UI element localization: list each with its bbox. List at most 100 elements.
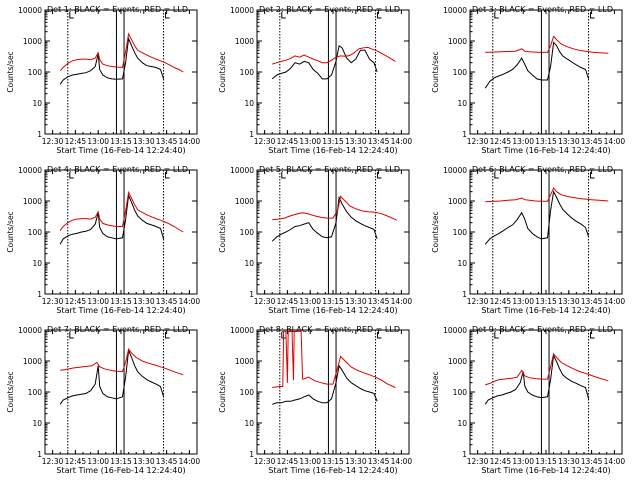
x-axis-label: Start Time (16-Feb-14 12:24:40): [481, 306, 610, 315]
marker-flag: [494, 12, 499, 19]
x-tick-label: 13:00: [299, 297, 321, 306]
series-lld: [272, 46, 396, 65]
y-tick-label: 100: [28, 388, 43, 397]
x-tick-label: 14:00: [391, 137, 413, 146]
x-tick-label: 14:00: [179, 297, 201, 306]
series-lld: [59, 190, 184, 233]
x-tick-label: 13:15: [110, 297, 132, 306]
y-tick-label: 10000: [18, 6, 42, 15]
y-tick-label: 10: [244, 259, 254, 268]
series-events: [59, 348, 165, 405]
x-tick-label: 12:30: [42, 457, 64, 466]
series-events: [59, 36, 165, 85]
y-axis-label: Counts/sec: [6, 371, 15, 412]
y-tick-label: 1000: [448, 357, 467, 366]
x-tick-label: 14:00: [391, 297, 413, 306]
x-axis-label: Start Time (16-Feb-14 12:24:40): [56, 466, 185, 475]
x-tick-label: 13:00: [512, 297, 534, 306]
marker-flag: [494, 332, 499, 339]
x-tick-label: 12:45: [490, 297, 512, 306]
x-tick-label: 13:00: [299, 137, 321, 146]
y-tick-label: 10000: [230, 326, 254, 335]
x-tick-label: 12:45: [65, 457, 87, 466]
y-tick-label: 1: [37, 450, 42, 459]
x-tick-label: 12:45: [65, 137, 87, 146]
x-tick-label: 12:30: [254, 297, 276, 306]
marker-flag: [377, 332, 382, 339]
series-lld: [272, 330, 396, 388]
x-tick-label: 13:15: [322, 457, 344, 466]
marker-flag: [165, 172, 170, 179]
y-tick-label: 100: [240, 228, 255, 237]
marker-flag: [590, 12, 595, 19]
marker-flag: [281, 332, 286, 339]
x-axis-label: Start Time (16-Feb-14 12:24:40): [56, 146, 185, 155]
y-tick-label: 1: [462, 290, 467, 299]
x-tick-label: 13:00: [512, 457, 534, 466]
series-lld: [485, 352, 609, 386]
y-tick-label: 1: [37, 290, 42, 299]
x-tick-label: 13:15: [110, 137, 132, 146]
y-tick-label: 1000: [23, 357, 42, 366]
y-tick-label: 10000: [18, 326, 42, 335]
x-tick-label: 13:15: [322, 297, 344, 306]
x-tick-label: 13:15: [535, 297, 557, 306]
y-tick-label: 1000: [448, 37, 467, 46]
x-tick-label: 12:45: [277, 457, 299, 466]
marker-flag: [165, 332, 170, 339]
x-tick-label: 12:45: [277, 297, 299, 306]
x-tick-label: 13:45: [581, 137, 603, 146]
x-tick-label: 13:45: [368, 297, 390, 306]
y-axis-label: Counts/sec: [431, 211, 440, 252]
y-tick-label: 100: [240, 388, 255, 397]
y-tick-label: 1: [249, 450, 254, 459]
y-tick-label: 10000: [443, 326, 467, 335]
x-tick-label: 13:45: [581, 297, 603, 306]
marker-flag: [69, 332, 74, 339]
y-tick-label: 10: [244, 419, 254, 428]
x-tick-label: 12:30: [467, 457, 489, 466]
x-tick-label: 12:45: [65, 297, 87, 306]
x-tick-label: 13:30: [345, 457, 367, 466]
x-tick-label: 13:30: [133, 457, 155, 466]
y-tick-label: 100: [453, 388, 468, 397]
y-tick-label: 10: [457, 99, 467, 108]
y-tick-label: 1: [249, 130, 254, 139]
marker-flag: [377, 12, 382, 19]
marker-flag: [281, 172, 286, 179]
series-events: [484, 41, 590, 89]
series-events: [484, 353, 590, 405]
x-tick-label: 13:45: [156, 297, 178, 306]
marker-flag: [165, 12, 170, 19]
y-tick-label: 1000: [235, 357, 254, 366]
x-tick-label: 13:00: [87, 297, 109, 306]
marker-flag: [377, 172, 382, 179]
x-tick-label: 13:45: [156, 137, 178, 146]
x-tick-label: 13:30: [345, 137, 367, 146]
x-axis-label: Start Time (16-Feb-14 12:24:40): [268, 146, 397, 155]
x-axis-label: Start Time (16-Feb-14 12:24:40): [268, 466, 397, 475]
y-tick-label: 10000: [230, 166, 254, 175]
series-lld: [60, 348, 184, 376]
series-events: [484, 190, 590, 245]
x-tick-label: 13:15: [535, 457, 557, 466]
y-tick-label: 10000: [443, 6, 467, 15]
y-tick-label: 1000: [23, 37, 42, 46]
x-tick-label: 13:30: [558, 137, 580, 146]
y-tick-label: 100: [28, 68, 43, 77]
x-tick-label: 14:00: [604, 297, 626, 306]
y-axis-label: Counts/sec: [218, 51, 227, 92]
x-tick-label: 13:00: [87, 457, 109, 466]
y-tick-label: 100: [453, 68, 468, 77]
y-tick-label: 10: [457, 259, 467, 268]
y-axis-label: Counts/sec: [6, 51, 15, 92]
